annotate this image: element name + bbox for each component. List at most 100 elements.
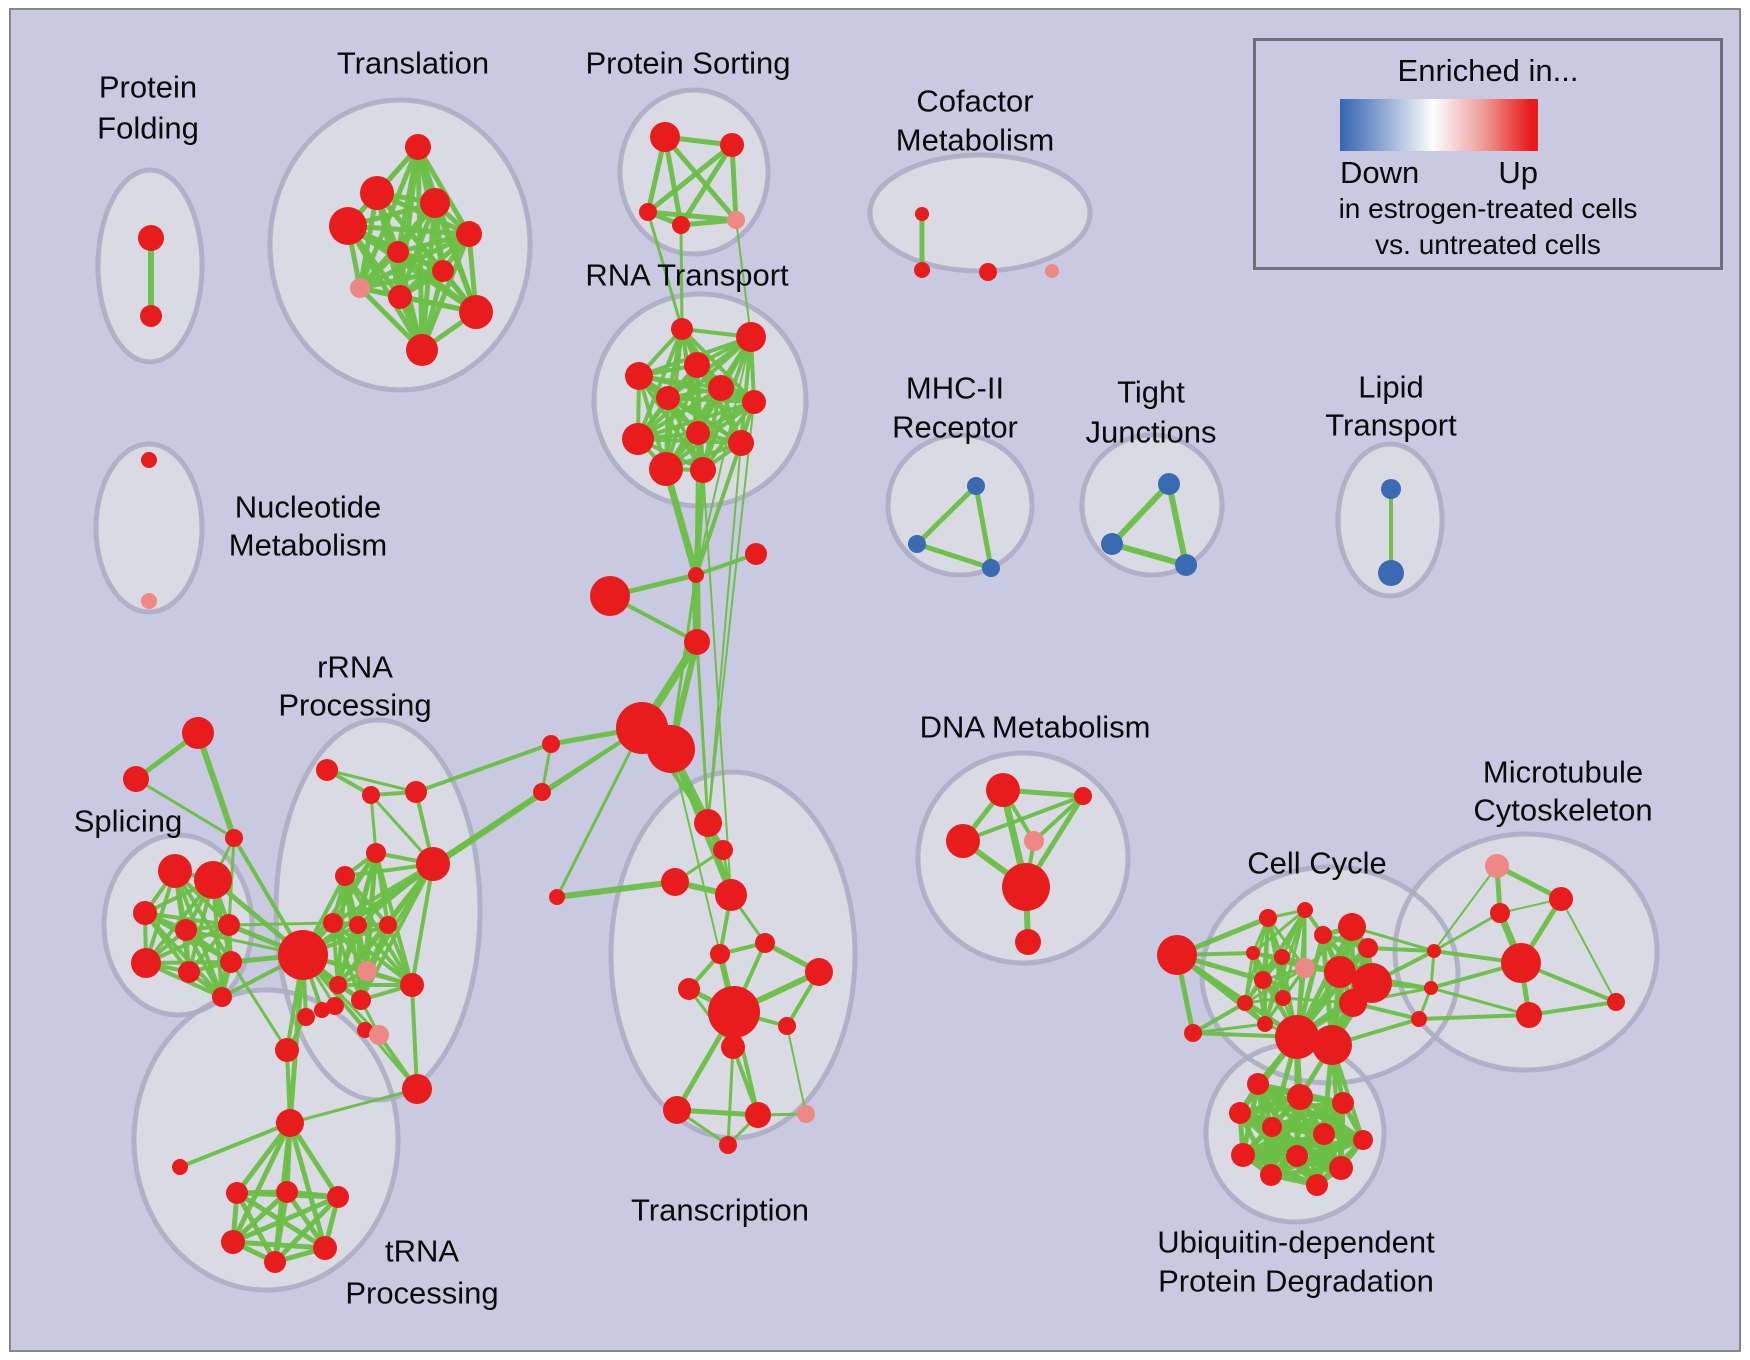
gene-set-node-c4 (1045, 264, 1059, 278)
cluster-label-ubiquitin-degradation-line2: Protein Degradation (1158, 1264, 1434, 1299)
gene-set-node-out1 (172, 1159, 188, 1175)
gene-set-node-sp6 (131, 948, 161, 978)
edge-d2-d3 (962, 794, 1084, 843)
cluster-label-lipid-transport-line1: Lipid (1358, 370, 1424, 405)
edge-h2-h6 (272, 1191, 290, 1263)
edge-hub2-h1 (235, 1121, 292, 1195)
edge-tri2-tri3 (135, 777, 235, 840)
gene-set-node-sp7 (178, 961, 200, 983)
edge-tr12-tr15 (726, 1046, 735, 1146)
cluster-label-ubiquitin-degradation-line1: Ubiquitin-dependent (1157, 1225, 1435, 1260)
gene-set-node-s3 (639, 203, 657, 221)
gene-set-node-h4 (221, 1230, 245, 1254)
gene-set-node-t3 (420, 188, 450, 218)
gene-set-node-tr15 (719, 1136, 737, 1154)
gene-set-node-j3 (590, 576, 630, 616)
legend-box: Enriched in... Down Up in estrogen-treat… (1253, 38, 1723, 270)
gene-set-node-n2 (141, 593, 157, 609)
gene-set-node-mt3 (1490, 903, 1510, 923)
gene-set-node-d4 (1024, 831, 1044, 851)
gene-set-node-pf2 (140, 305, 162, 327)
gene-set-node-jm1 (1427, 944, 1441, 958)
gene-set-node-cc13 (1324, 956, 1356, 988)
edge-r11-j1 (662, 468, 700, 576)
edge-k3-rr3 (415, 742, 552, 794)
edge-t1-t5 (415, 145, 472, 236)
gene-set-node-sp4 (175, 919, 197, 941)
gene-set-node-r11 (649, 452, 683, 486)
cluster-rim-microtubule-cytoskeleton (1392, 831, 1660, 1073)
edge-h3-h6 (273, 1195, 340, 1264)
edge-s1-s5 (663, 135, 738, 222)
gene-set-node-tr1 (694, 809, 722, 837)
edge-sp5-sp6 (145, 923, 230, 965)
gene-set-node-tr11 (778, 1017, 796, 1035)
gene-set-node-tr5 (549, 889, 565, 905)
edge-d2-d4 (1032, 794, 1085, 843)
legend-subtitle-line1: in estrogen-treated cells (1338, 193, 1638, 224)
gene-set-node-s2 (720, 133, 744, 157)
gene-set-node-h5 (313, 1236, 337, 1260)
edge-tr11-tr16 (786, 1025, 807, 1115)
cluster-label-translation-line1: Translation (337, 46, 489, 81)
gene-set-node-cc10 (1338, 913, 1366, 941)
legend-subtitle-line2: vs. untreated cells (1375, 229, 1601, 260)
gene-set-node-mt5 (1516, 1002, 1542, 1028)
gene-set-node-u2 (1287, 1084, 1313, 1110)
edge-cc5-cc8 (1244, 966, 1306, 1005)
gene-set-node-co1 (1157, 935, 1197, 975)
edge-s5-r2 (735, 219, 752, 338)
cluster-label-splicing-line1: Splicing (74, 804, 183, 839)
edge-g5-g9 (343, 875, 363, 1001)
cluster-label-tight-junctions-line2: Junctions (1086, 415, 1217, 450)
gene-set-node-jm3 (1411, 1011, 1427, 1027)
gene-set-node-u6 (1313, 1123, 1335, 1145)
edge-hub2-h5 (287, 1122, 328, 1249)
gene-set-node-d5 (1002, 863, 1050, 911)
gene-set-node-r12 (690, 457, 716, 483)
gene-set-node-g14 (297, 1008, 315, 1026)
gene-set-node-j4 (684, 629, 710, 655)
edge-sp5-g1 (228, 921, 334, 927)
gene-set-node-r10 (728, 430, 754, 456)
gene-set-node-m2 (908, 535, 926, 553)
gene-set-node-sp2 (194, 861, 232, 899)
gene-set-node-mt6 (1607, 993, 1625, 1011)
edge-r3-r12 (637, 374, 705, 472)
edge-mt2-mt6 (1560, 898, 1617, 1003)
gene-set-node-cc6 (1254, 971, 1272, 989)
gene-set-node-k3 (542, 735, 560, 753)
gene-set-node-g9 (351, 990, 371, 1010)
legend-title: Enriched in... (1397, 53, 1579, 88)
gene-set-node-tri2 (123, 766, 149, 792)
gene-set-node-g8 (329, 976, 347, 994)
gene-set-node-tr4 (715, 879, 747, 911)
gene-set-node-r9 (686, 421, 710, 445)
cluster-rim-nucleotide-metabolism (93, 441, 205, 615)
edge-u7-u11 (1270, 1137, 1364, 1178)
gene-set-node-h2 (276, 1181, 298, 1203)
cluster-label-cofactor-metabolism-line1: Cofactor (916, 84, 1033, 119)
edge-m2-m3 (916, 541, 992, 571)
edge-r4-r11 (664, 364, 699, 470)
cluster-label-mhc-ii-receptor-line2: Receptor (892, 410, 1018, 445)
cluster-label-protein-folding-line2: Folding (97, 111, 199, 146)
gene-set-node-t6 (387, 241, 409, 263)
gene-set-node-tr7 (710, 944, 730, 964)
edge-hub2-h4 (230, 1121, 293, 1244)
edge-h4-h5 (232, 1239, 326, 1251)
gene-set-node-h1 (226, 1182, 248, 1204)
gene-set-node-n1 (141, 452, 157, 468)
gene-set-node-cc16 (1275, 1015, 1319, 1059)
edge-sp8-g16 (229, 961, 289, 1051)
gene-set-node-r5 (708, 375, 734, 401)
gene-set-node-s1 (650, 122, 680, 152)
gene-set-node-cc2 (1297, 902, 1313, 918)
gene-set-node-mt1 (1485, 854, 1509, 878)
edge-tj2-tj3 (1111, 541, 1187, 568)
cluster-label-microtubule-cytoskeleton-line1: Microtubule (1483, 755, 1643, 790)
cluster-region-nucleotide-metabolism (96, 444, 202, 612)
gene-set-node-g15 (326, 997, 344, 1015)
gene-set-node-g1 (323, 913, 343, 933)
